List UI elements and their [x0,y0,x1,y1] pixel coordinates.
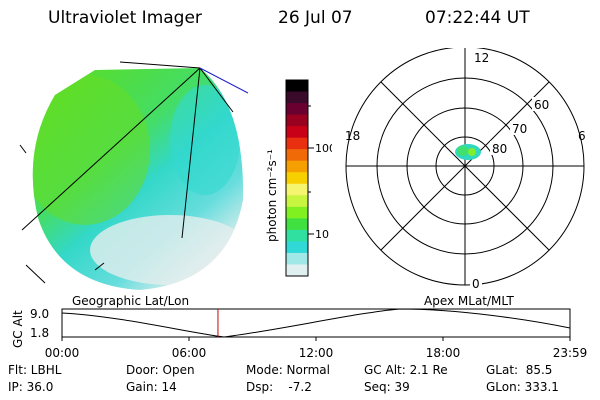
colorbar-stripe [286,91,308,104]
colorbar-stripe [286,195,308,208]
polar-label-left: 18 [345,129,360,143]
colorbar-stripe [286,241,308,254]
colorbar-stripe [286,137,308,150]
colorbar-stripe [286,264,308,277]
app-title: Ultraviolet Imager [48,8,202,28]
info-filter: Flt: LBHL [8,363,62,377]
timeline-x-tick-0000: 00:00 [45,346,80,360]
colorbar-stripe [286,103,308,116]
polar-plot: 12 0 18 6 60 70 80 [345,48,586,291]
polar-label-bottom: 0 [472,277,480,291]
info-dsp: Dsp: -7.2 [246,380,312,394]
colorbar-stripe [286,218,308,231]
timeline-plot: GC Alt 9.0 1.8 00:00 06:00 12:00 18:00 2… [11,307,588,360]
colorbar-label: photon cm⁻²s⁻¹ [265,149,279,242]
timeline-right-label: Apex MLat/MLT [424,294,514,308]
timeline-x-tick-0600: 06:00 [172,346,207,360]
info-ip: IP: 36.0 [8,380,54,394]
polar-lat-label-60: 60 [534,98,549,112]
info-glat: GLat: 85.5 [486,363,553,377]
timeline-frame [61,308,571,338]
header-time: 07:22:44 UT [425,8,530,28]
sun-direction-line [199,67,249,94]
timeline-x-tick-2359: 23:59 [553,346,588,360]
colorbar-stripe [286,172,308,185]
colorbar-stripe [286,80,308,93]
polar-label-top: 12 [474,51,489,65]
colorbar-stripe [286,206,308,219]
polar-lat-label-70: 70 [512,122,527,136]
info-seq: Seq: 39 [364,380,410,394]
info-gc-alt: GC Alt: 2.1 Re [364,363,448,377]
polar-label-right: 6 [578,129,586,143]
colorbar-tick-10: 10 [315,228,329,241]
info-glon: GLon: 333.1 [486,380,559,394]
timeline-x-tick-1800: 18:00 [426,346,461,360]
timeline-y-tick-max: 9.0 [30,307,49,321]
colorbar: 100 10 photon cm⁻²s⁻¹ [265,79,332,277]
altitude-curve [61,308,571,338]
timeline-y-tick-min: 1.8 [30,326,49,340]
colorbar-stripe [286,252,308,265]
info-gain: Gain: 14 [126,380,177,394]
geographic-grid [19,61,234,284]
colorbar-stripe [286,160,308,173]
timeline-left-label: Geographic Lat/Lon [72,294,190,308]
polar-diagonal-2 [380,81,550,251]
colorbar-stripe [286,126,308,139]
header-date: 26 Jul 07 [278,8,353,28]
colorbar-stripe [286,229,308,242]
colorbar-stripe [286,114,308,127]
global-image [19,61,249,290]
colorbar-tick-100: 100 [315,142,332,155]
colorbar-stripe [286,149,308,162]
colorbar-stripe [286,183,308,196]
auroral-image [32,68,244,290]
timeline-y-title: GC Alt [11,310,25,348]
timeline-x-tick-1200: 12:00 [299,346,334,360]
info-door: Door: Open [126,363,195,377]
info-mode: Mode: Normal [246,363,330,377]
polar-auroral-spot [455,144,481,160]
polar-lat-label-80: 80 [492,142,507,156]
